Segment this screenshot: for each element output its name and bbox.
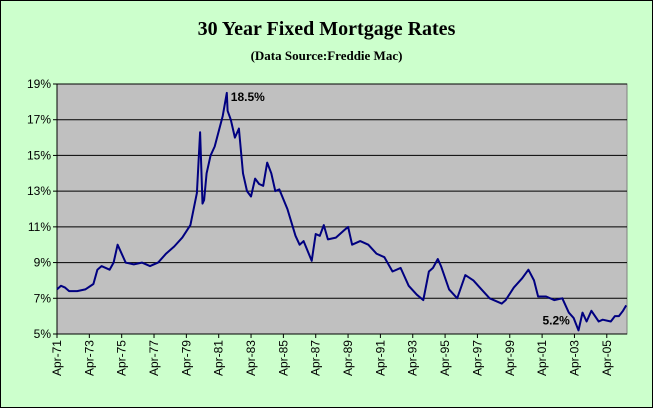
x-tick-label: Apr-97 — [470, 340, 484, 376]
chart-subtitle: (Data Source:Freddie Mac) — [250, 48, 403, 63]
x-tick-label: Apr-77 — [147, 340, 161, 376]
x-tick-label: Apr-03 — [567, 340, 581, 376]
x-tick-label: Apr-91 — [373, 340, 387, 376]
x-tick-label: Apr-73 — [82, 340, 96, 376]
y-tick-label: 7% — [34, 291, 52, 305]
plot-area — [56, 83, 628, 335]
x-tick-label: Apr-71 — [50, 340, 64, 376]
x-tick-label: Apr-99 — [503, 340, 517, 376]
rate-line — [56, 91, 628, 332]
x-tick-label: Apr-75 — [115, 340, 129, 376]
y-tick-label: 5% — [34, 327, 52, 341]
x-tick-label: Apr-81 — [212, 340, 226, 376]
y-tick-label: 13% — [27, 184, 51, 198]
x-tick-label: Apr-85 — [276, 340, 290, 376]
data-label: 18.5% — [231, 90, 265, 104]
x-tick-label: Apr-95 — [438, 340, 452, 376]
x-tick-label: Apr-87 — [309, 340, 323, 376]
x-tick-label: Apr-93 — [406, 340, 420, 376]
x-tick-label: Apr-83 — [244, 340, 258, 376]
y-tick-label: 15% — [27, 148, 51, 162]
chart-title: 30 Year Fixed Mortgage Rates — [197, 18, 456, 40]
data-label: 5.2% — [542, 313, 570, 327]
x-tick-label: Apr-89 — [341, 340, 355, 376]
x-tick-label: Apr-79 — [179, 340, 193, 376]
y-tick-label: 11% — [28, 220, 51, 234]
x-tick-label: Apr-01 — [535, 340, 549, 376]
y-tick-label: 9% — [34, 256, 52, 270]
x-tick-label: Apr-05 — [600, 340, 614, 376]
y-tick-label: 17% — [27, 113, 51, 127]
y-tick-label: 19% — [27, 77, 51, 91]
